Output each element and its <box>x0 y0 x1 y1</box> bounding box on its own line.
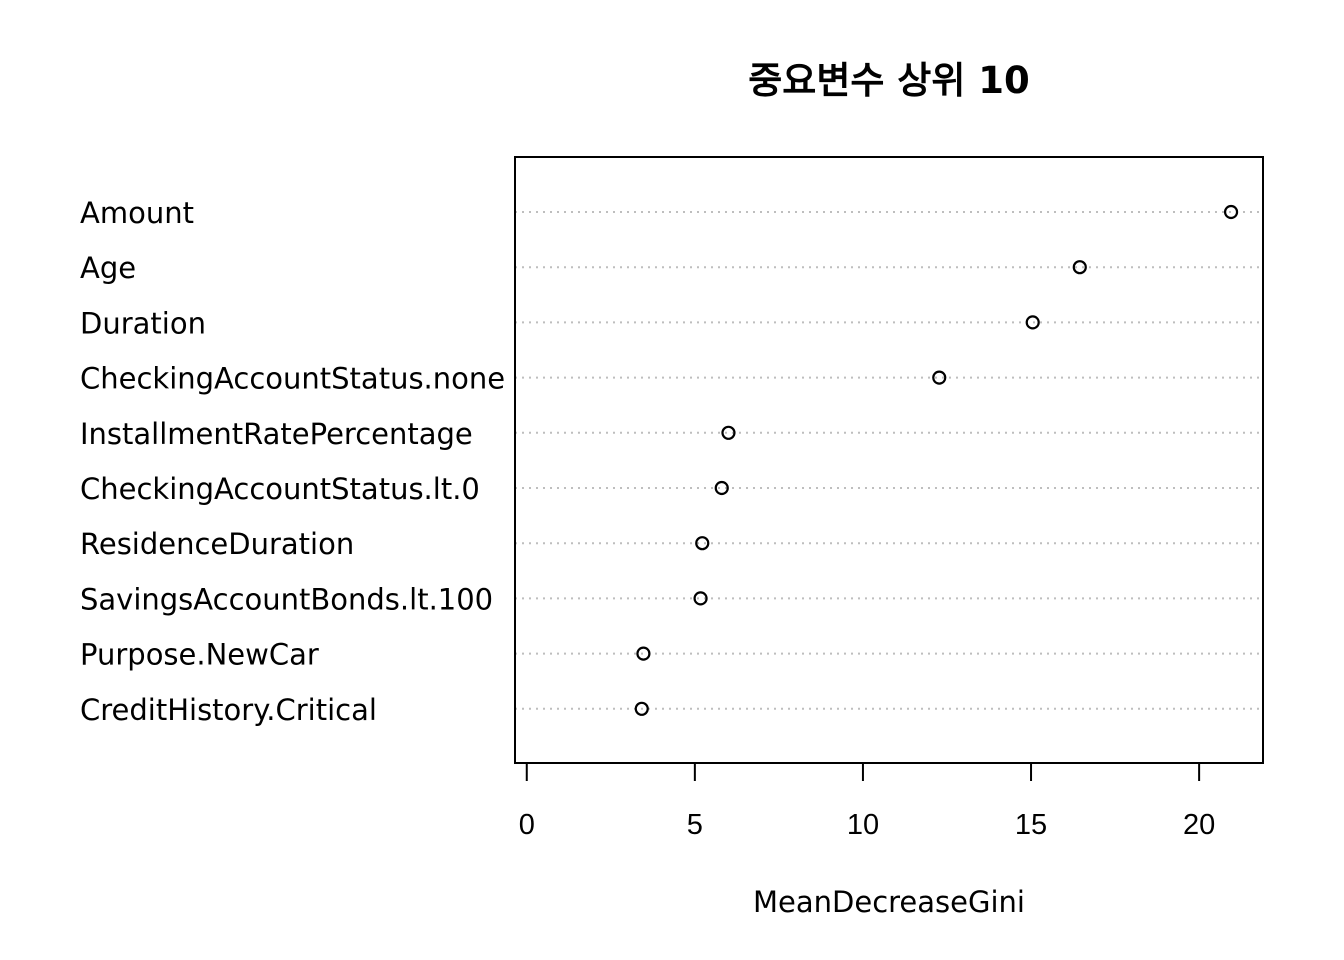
category-labels: Amount Age Duration CheckingAccountStatus.n… <box>80 196 505 727</box>
data-point <box>1072 260 1087 275</box>
data-point <box>636 646 651 661</box>
category-label: Age <box>80 251 136 285</box>
data-point <box>932 370 947 385</box>
category-label: CheckingAccountStatus.none <box>80 362 505 396</box>
category-label: InstallmentRatePercentage <box>80 417 473 451</box>
category-label: Amount <box>80 196 194 230</box>
data-point <box>693 591 708 606</box>
data-point <box>695 536 710 551</box>
x-tick-label: 10 <box>847 809 879 841</box>
category-label: ResidenceDuration <box>80 527 354 561</box>
data-point <box>714 480 729 496</box>
data-point <box>1025 315 1040 330</box>
category-label: SavingsAccountBonds.lt.100 <box>80 582 493 616</box>
x-axis: 0 5 10 15 20 <box>519 762 1215 841</box>
category-label: CreditHistory.Critical <box>80 693 377 727</box>
category-label: Duration <box>80 306 206 340</box>
category-label: Purpose.NewCar <box>80 638 319 672</box>
x-tick-label: 5 <box>687 809 703 841</box>
data-points <box>634 204 1239 716</box>
data-point <box>721 425 736 440</box>
x-tick-label: 0 <box>519 809 535 841</box>
data-point <box>634 701 649 716</box>
chart-title: 중요변수 상위 10 <box>748 59 1030 102</box>
x-tick-label: 20 <box>1183 809 1215 841</box>
grid-lines <box>515 211 1263 710</box>
x-axis-label: MeanDecreaseGini <box>753 885 1025 919</box>
category-label: CheckingAccountStatus.lt.0 <box>80 472 480 506</box>
plot-frame <box>514 156 1264 764</box>
x-tick-label: 15 <box>1015 809 1047 841</box>
data-point <box>1223 204 1239 220</box>
